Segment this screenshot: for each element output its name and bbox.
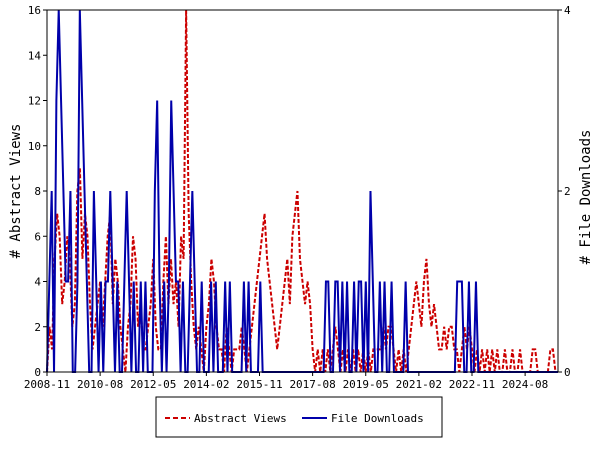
x-tick-label: 2008-11 [24,378,70,391]
legend: Abstract Views File Downloads [155,396,443,438]
y-right-tick-label: 0 [564,366,571,379]
x-tick-label: 2019-05 [343,378,389,391]
x-tick-label: 2012-05 [130,378,176,391]
x-tick-label: 2010-08 [77,378,123,391]
y-left-tick-label: 6 [34,230,41,243]
y-right-tick-label: 2 [564,185,571,198]
y-left-tick-label: 14 [28,49,42,62]
series-line-abstract-views [46,9,558,373]
legend-file-downloads-label: File Downloads [331,412,424,425]
y-left-tick-label: 2 [34,321,41,334]
x-tick-label: 2014-02 [183,378,229,391]
x-tick-label: 2017-08 [289,378,335,391]
y-right-tick-label: 4 [564,4,571,17]
x-tick-label: 2022-11 [449,378,495,391]
x-tick-label: 2021-02 [396,378,442,391]
left-axis-title: # Abstract Views [8,124,24,259]
legend-abstract-views-label: Abstract Views [194,412,287,425]
y-left-tick-label: 0 [34,366,41,379]
right-axis-title: # File Downloads [578,130,594,265]
y-left-tick-label: 10 [28,140,41,153]
x-tick-label: 2015-11 [236,378,282,391]
y-left-tick-label: 12 [28,95,41,108]
y-left-tick-label: 4 [34,276,41,289]
axis-layer: 0 2 4 6 8 10 12 14 16 0 2 4 2008-11 2010-08 2012-05 201… [24,4,571,391]
y-left-tick-label: 8 [34,185,41,198]
x-tick-label: 2024-08 [502,378,548,391]
y-left-tick-label: 16 [28,4,41,17]
legend-box [155,396,443,438]
